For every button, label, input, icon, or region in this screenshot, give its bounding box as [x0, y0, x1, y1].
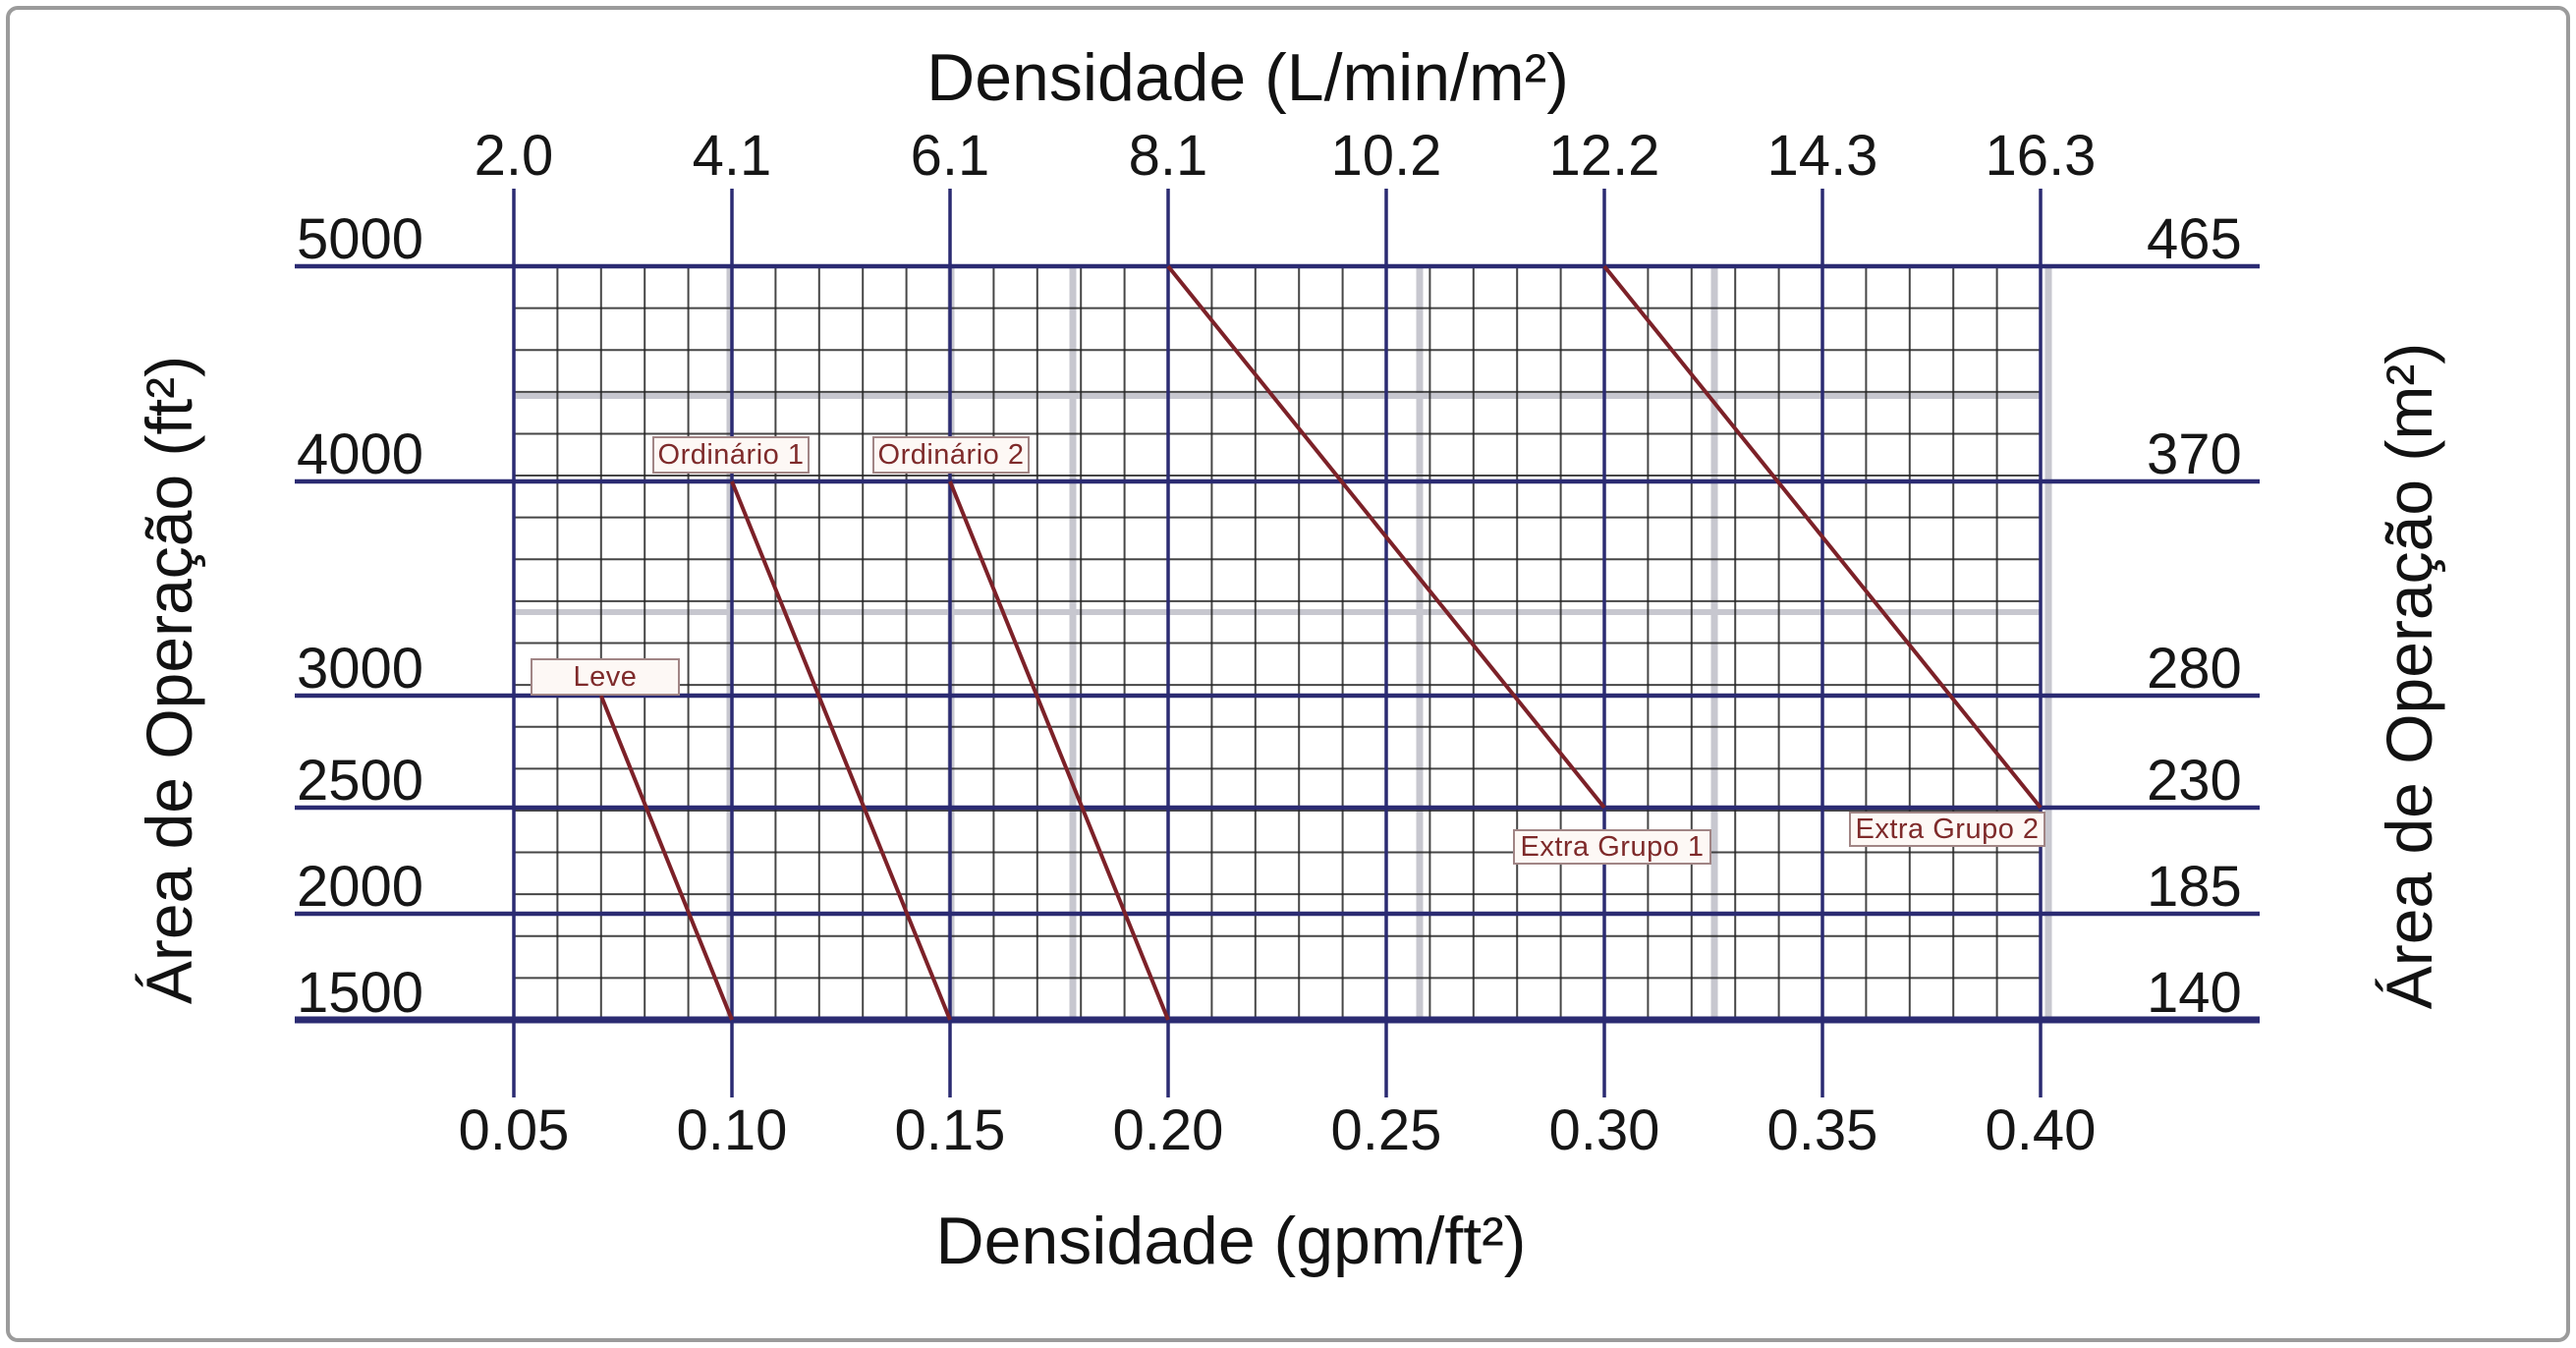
top-axis-title: Densidade (L/min/m²) — [926, 40, 1569, 115]
bottom-tick-label: 0.05 — [458, 1098, 570, 1162]
bottom-tick-label: 0.15 — [894, 1098, 1006, 1162]
top-tick-label: 16.3 — [1985, 124, 2097, 188]
left-tick-label: 3000 — [297, 637, 424, 701]
right-tick-label: 465 — [2147, 207, 2242, 271]
curve-label-ordinario1: Ordinário 1 — [652, 436, 810, 474]
right-tick-label: 230 — [2147, 749, 2242, 813]
left-tick-label: 4000 — [297, 422, 424, 486]
left-tick-label: 5000 — [297, 207, 424, 271]
curve-label-extra_grupo1: Extra Grupo 1 — [1513, 829, 1711, 865]
series-line-extra_grupo1 — [1166, 264, 1606, 810]
bottom-tick-label: 0.40 — [1985, 1098, 2097, 1162]
series-line-ordinario1 — [730, 480, 952, 1021]
series-line-leve — [598, 695, 734, 1021]
top-tick-label: 8.1 — [1128, 124, 1208, 188]
right-tick-label: 370 — [2147, 422, 2242, 486]
left-tick-label: 2500 — [297, 749, 424, 813]
bottom-axis-title: Densidade (gpm/ft²) — [935, 1204, 1527, 1278]
bottom-tick-label: 0.35 — [1766, 1098, 1878, 1162]
top-tick-label: 4.1 — [692, 124, 772, 188]
curve-label-ordinario2: Ordinário 2 — [872, 436, 1030, 474]
right-tick-label: 140 — [2147, 961, 2242, 1025]
left-tick-label: 2000 — [297, 855, 424, 919]
bottom-tick-label: 0.20 — [1112, 1098, 1224, 1162]
series-line-ordinario2 — [948, 480, 1170, 1021]
bottom-tick-label: 0.25 — [1330, 1098, 1442, 1162]
right-tick-label: 185 — [2147, 855, 2242, 919]
bottom-tick-label: 0.10 — [676, 1098, 788, 1162]
right-tick-label: 280 — [2147, 637, 2242, 701]
top-tick-label: 6.1 — [910, 124, 990, 188]
top-tick-label: 12.2 — [1548, 124, 1660, 188]
top-tick-label: 10.2 — [1330, 124, 1442, 188]
top-tick-label: 14.3 — [1766, 124, 1878, 188]
curve-label-leve: Leve — [531, 658, 680, 696]
left-tick-label: 1500 — [297, 961, 424, 1025]
series-line-extra_grupo2 — [1602, 264, 2043, 810]
bottom-tick-label: 0.30 — [1548, 1098, 1660, 1162]
curve-label-extra_grupo2: Extra Grupo 2 — [1849, 812, 2045, 847]
top-tick-label: 2.0 — [474, 124, 554, 188]
